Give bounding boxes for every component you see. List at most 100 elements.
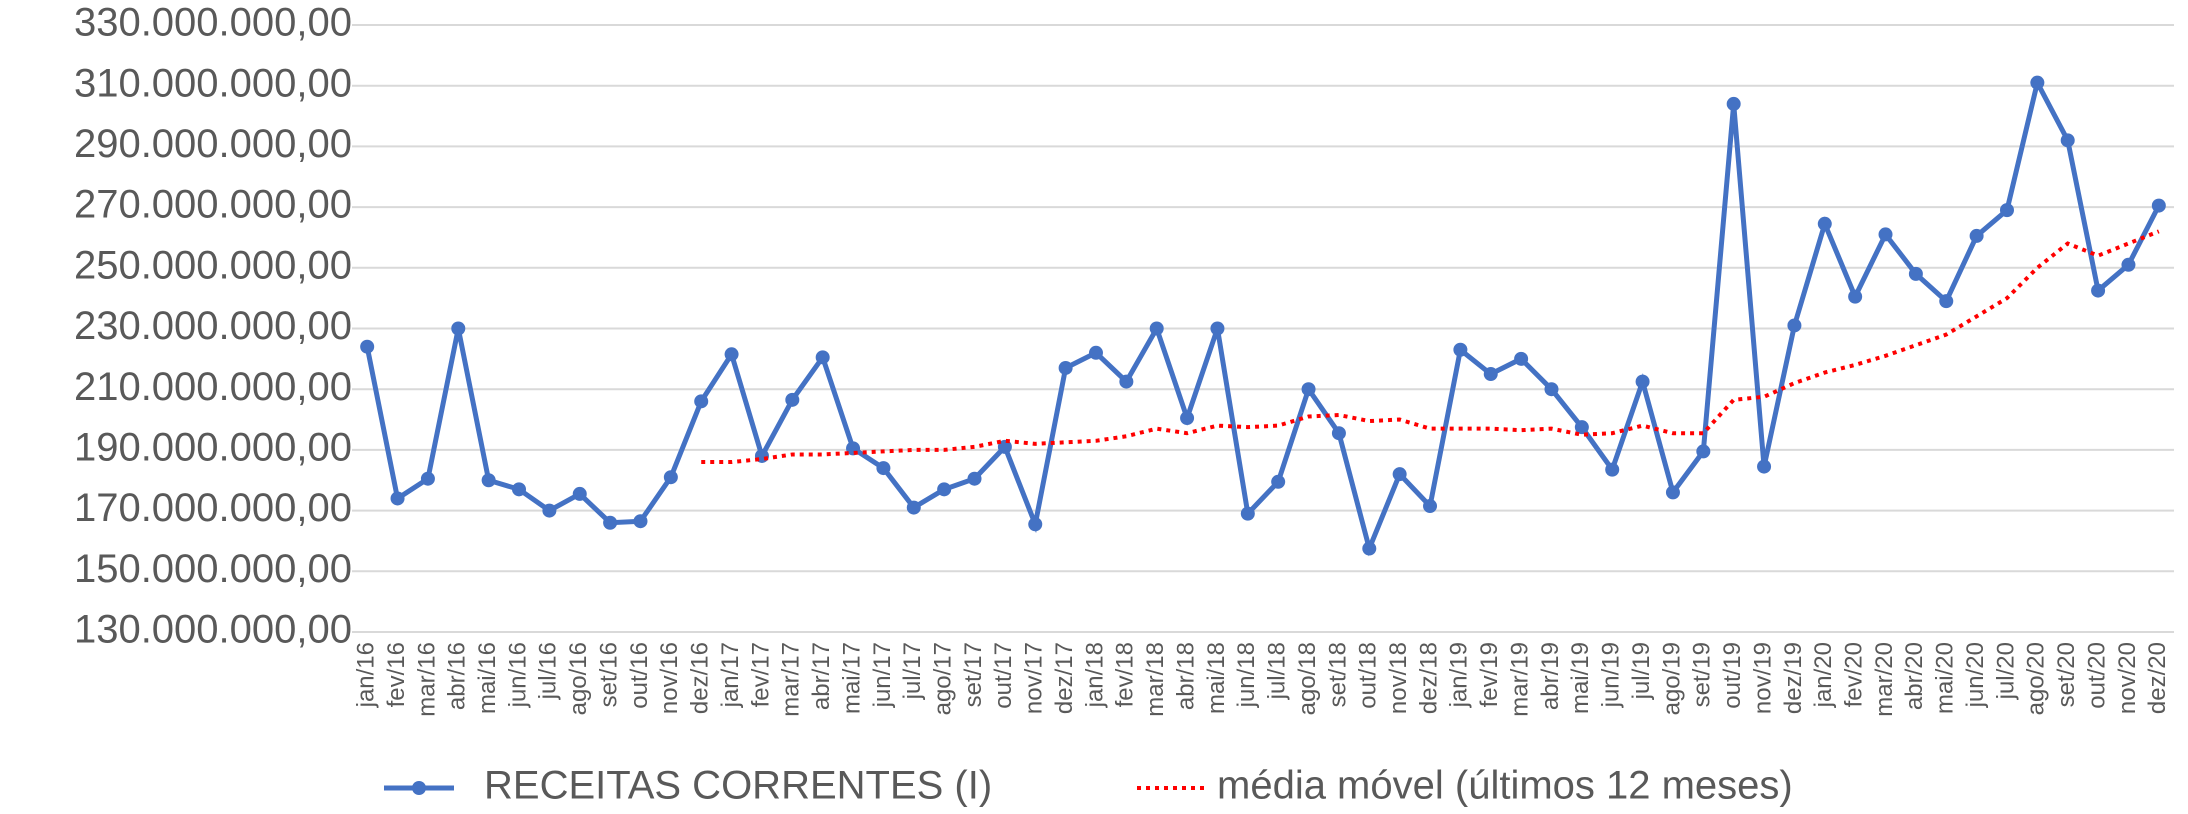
x-tick-label: mar/18 — [1142, 642, 1169, 717]
data-point — [360, 339, 375, 354]
series-line — [364, 75, 2162, 557]
x-tick-label: out/16 — [626, 642, 653, 709]
x-tick-label: mar/16 — [413, 642, 440, 717]
legend-label: média móvel (últimos 12 meses) — [1217, 764, 1793, 808]
x-tick-label: fev/18 — [1112, 642, 1139, 707]
data-point — [1574, 420, 1589, 435]
data-point — [1301, 382, 1316, 397]
data-point — [1544, 382, 1559, 397]
x-tick-label: dez/18 — [1415, 642, 1442, 714]
x-tick-label: jul/16 — [535, 642, 562, 700]
data-point — [1787, 318, 1802, 333]
x-tick-label: nov/16 — [656, 642, 683, 714]
y-tick-label: 250.000.000,00 — [74, 243, 352, 287]
y-tick-label: 310.000.000,00 — [74, 61, 352, 105]
x-tick-label: jun/16 — [504, 642, 531, 708]
x-tick-label: nov/19 — [1749, 642, 1776, 714]
x-tick-label: set/17 — [960, 642, 987, 707]
data-point — [1605, 462, 1620, 477]
data-point — [1119, 374, 1134, 389]
x-tick-label: abr/16 — [444, 642, 471, 710]
x-tick-label: mai/18 — [1203, 642, 1230, 714]
data-point — [512, 482, 527, 497]
data-point — [481, 473, 496, 488]
y-tick-label: 230.000.000,00 — [74, 304, 352, 348]
y-tick-label: 170.000.000,00 — [74, 486, 352, 530]
data-point — [1757, 459, 1772, 474]
y-tick-label: 190.000.000,00 — [74, 425, 352, 469]
x-tick-label: out/18 — [1355, 642, 1382, 709]
x-tick-label: fev/20 — [1840, 642, 1867, 707]
x-tick-label: mai/19 — [1567, 642, 1594, 714]
data-point — [815, 350, 830, 365]
data-point — [1848, 289, 1863, 304]
data-point — [603, 515, 618, 530]
x-tick-label: ago/16 — [565, 642, 592, 715]
x-tick-label: fev/16 — [383, 642, 410, 707]
y-tick-label: 290.000.000,00 — [74, 122, 352, 166]
y-tick-label: 130.000.000,00 — [74, 608, 352, 652]
data-point — [1180, 411, 1195, 426]
x-tick-label: jan/19 — [1446, 642, 1473, 708]
x-tick-label: out/19 — [1719, 642, 1746, 709]
data-point — [906, 500, 921, 515]
x-tick-label: jan/17 — [717, 642, 744, 708]
data-point — [390, 491, 405, 506]
x-tick-label: ago/17 — [929, 642, 956, 715]
moving-average-line — [701, 229, 2160, 465]
x-tick-label: dez/19 — [1780, 642, 1807, 714]
data-point — [1271, 474, 1286, 489]
data-point — [420, 471, 435, 486]
data-point — [572, 486, 587, 501]
x-tick-label: dez/20 — [2144, 642, 2171, 714]
x-tick-label: jan/20 — [1810, 642, 1837, 708]
x-tick-label: abr/17 — [808, 642, 835, 710]
x-tick-label: dez/16 — [687, 642, 714, 714]
data-point — [724, 347, 739, 362]
data-point — [1149, 321, 1164, 336]
data-point — [1696, 444, 1711, 459]
x-tick-label: nov/20 — [2114, 642, 2141, 714]
x-tick-label: fev/19 — [1476, 642, 1503, 707]
data-point — [451, 321, 466, 336]
x-tick-label: ago/20 — [2023, 642, 2050, 715]
data-point — [1453, 342, 1468, 357]
x-tick-label: jul/20 — [1992, 642, 2019, 700]
data-point — [967, 471, 982, 486]
y-tick-label: 210.000.000,00 — [74, 365, 352, 409]
data-point — [1362, 541, 1377, 556]
data-point — [876, 461, 891, 476]
x-tick-label: ago/18 — [1294, 642, 1321, 715]
data-point — [2121, 257, 2136, 272]
x-tick-label: jan/18 — [1081, 642, 1108, 708]
x-tick-label: ago/19 — [1658, 642, 1685, 715]
data-point — [1028, 517, 1043, 532]
x-tick-label: set/20 — [2053, 642, 2080, 707]
data-point — [1514, 351, 1529, 366]
x-tick-label: set/16 — [595, 642, 622, 707]
data-point — [633, 514, 648, 529]
x-tick-label: out/20 — [2083, 642, 2110, 709]
y-tick-label: 150.000.000,00 — [74, 547, 352, 591]
data-point — [1878, 227, 1893, 242]
data-point — [1635, 374, 1650, 389]
data-point — [1999, 203, 2014, 218]
data-point — [1331, 426, 1346, 441]
x-tick-label: jun/19 — [1598, 642, 1625, 708]
x-tick-label: mai/16 — [474, 642, 501, 714]
data-point — [2091, 283, 2106, 298]
y-tick-label: 330.000.000,00 — [74, 1, 352, 45]
x-tick-label: jul/17 — [899, 642, 926, 700]
data-point — [2030, 75, 2045, 90]
x-tick-label: mar/20 — [1871, 642, 1898, 717]
legend-label: RECEITAS CORRENTES (I) — [484, 764, 992, 808]
x-tick-label: jun/20 — [1962, 642, 1989, 708]
x-tick-label: mai/17 — [838, 642, 865, 714]
x-tick-label: mai/20 — [1932, 642, 1959, 714]
x-tick-label: nov/17 — [1021, 642, 1048, 714]
x-tick-label: jul/18 — [1264, 642, 1291, 700]
data-point — [1726, 96, 1741, 111]
data-point — [663, 470, 678, 485]
data-point — [694, 394, 709, 409]
